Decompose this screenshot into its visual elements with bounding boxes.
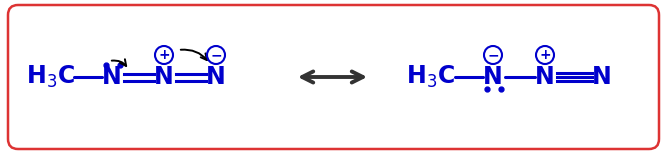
Text: H$_3$C: H$_3$C (406, 64, 454, 90)
Text: H$_3$C: H$_3$C (25, 64, 75, 90)
Text: N: N (592, 65, 612, 89)
Text: +: + (539, 48, 551, 62)
Text: −: − (487, 48, 499, 62)
Text: −: − (210, 48, 222, 62)
Text: N: N (154, 65, 174, 89)
Text: N: N (483, 65, 503, 89)
Text: N: N (206, 65, 226, 89)
Text: N: N (535, 65, 555, 89)
Text: +: + (158, 48, 170, 62)
Text: N: N (102, 65, 122, 89)
